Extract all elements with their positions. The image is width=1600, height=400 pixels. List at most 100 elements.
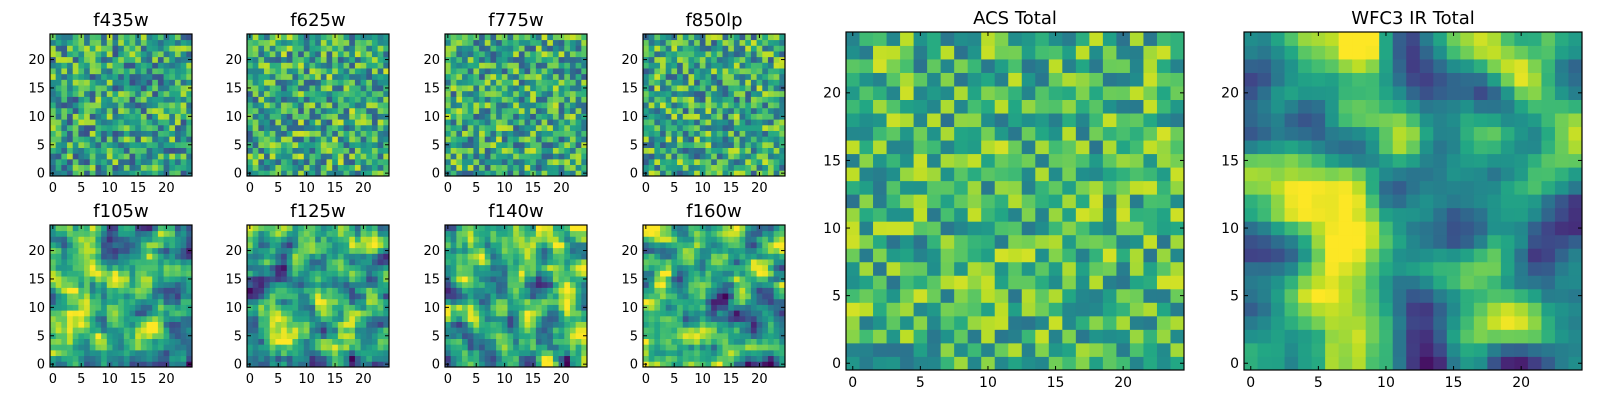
heatmap-cell — [501, 79, 508, 86]
heatmap-cell — [377, 124, 384, 131]
heatmap-cell — [756, 310, 763, 317]
heatmap-cell — [281, 130, 288, 137]
heatmap-cell — [61, 355, 68, 362]
heatmap-cell — [354, 62, 361, 69]
heatmap-cell — [264, 153, 271, 160]
heatmap-cell — [343, 45, 350, 52]
heatmap-cell — [78, 253, 85, 260]
heatmap-cell — [733, 327, 740, 334]
heatmap-cell — [518, 79, 525, 86]
heatmap-cell — [462, 62, 469, 69]
heatmap-cell — [547, 124, 554, 131]
heatmap-cell — [745, 344, 752, 351]
heatmap-cell — [513, 355, 520, 362]
heatmap-cell — [112, 79, 119, 86]
heatmap-cell — [169, 73, 176, 80]
heatmap-cell — [450, 158, 457, 166]
heatmap-cell — [258, 276, 265, 283]
heatmap-cell — [152, 242, 159, 249]
heatmap-cell — [55, 73, 62, 80]
heatmap-cell — [688, 39, 695, 46]
heatmap-cell — [72, 113, 79, 120]
heatmap-cell — [157, 136, 164, 143]
heatmap-cell — [281, 113, 288, 120]
heatmap-cell — [281, 141, 288, 148]
heatmap-cell — [750, 344, 757, 351]
heatmap-cell — [123, 68, 130, 75]
heatmap-cell — [547, 225, 554, 232]
heatmap-cell — [383, 79, 390, 86]
heatmap-cell — [123, 158, 130, 166]
heatmap-cell — [101, 141, 108, 148]
heatmap-cell — [366, 361, 373, 368]
heatmap-cell — [733, 355, 740, 362]
heatmap-cell — [349, 355, 356, 362]
heatmap-cell — [484, 361, 491, 368]
heatmap-cell — [135, 79, 142, 86]
heatmap-cell — [496, 164, 503, 171]
heatmap-cell — [135, 90, 142, 97]
heatmap-cell — [462, 164, 469, 171]
heatmap-cell — [462, 85, 469, 92]
heatmap-cell — [473, 62, 480, 69]
heatmap-cell — [682, 85, 689, 92]
heatmap-cell — [569, 236, 577, 243]
heatmap-cell — [258, 270, 265, 277]
heatmap-cell — [315, 321, 322, 328]
heatmap-cell — [518, 332, 525, 339]
heatmap-cell — [152, 281, 159, 288]
heatmap-cell — [377, 355, 384, 362]
heatmap-cell — [699, 102, 706, 109]
heatmap-cell — [354, 79, 361, 86]
heatmap-cell — [78, 247, 85, 254]
heatmap-cell — [89, 332, 96, 339]
heatmap-cell — [303, 85, 310, 92]
heatmap-cell — [722, 361, 729, 368]
heatmap-cell — [654, 79, 661, 86]
heatmap-cell — [89, 293, 96, 300]
heatmap-cell — [739, 96, 746, 103]
heatmap-cell — [349, 304, 356, 311]
x-tick-label: 0 — [642, 181, 650, 196]
heatmap-cell — [490, 281, 497, 288]
heatmap-cell — [383, 164, 390, 171]
heatmap-cell — [484, 85, 491, 92]
heatmap-cell — [366, 130, 373, 137]
heatmap-cell — [112, 51, 119, 58]
heatmap-cell — [309, 119, 316, 126]
heatmap-cell — [462, 130, 469, 137]
heatmap-cell — [501, 107, 508, 114]
heatmap-cell — [479, 79, 486, 86]
heatmap-cell — [101, 164, 108, 171]
heatmap-cell — [72, 153, 79, 160]
heatmap-cell — [186, 287, 193, 294]
heatmap-cell — [552, 281, 559, 288]
heatmap-cell — [343, 281, 350, 288]
heatmap-cell — [581, 39, 588, 46]
heatmap-cell — [762, 158, 769, 166]
heatmap-cell — [101, 45, 108, 52]
heatmap-cell — [496, 62, 503, 69]
heatmap-cell — [660, 39, 667, 46]
axes-frame — [49, 224, 193, 368]
heatmap-cell — [750, 327, 757, 334]
heatmap-cell — [298, 56, 305, 63]
heatmap-cell — [89, 304, 96, 311]
heatmap-cell — [50, 147, 57, 154]
heatmap-cell — [275, 39, 282, 46]
heatmap-cell — [467, 253, 474, 260]
heatmap-cell — [354, 327, 361, 334]
heatmap-cell — [677, 332, 684, 339]
heatmap-cell — [739, 45, 746, 52]
heatmap-cell — [767, 355, 775, 362]
heatmap-cell — [332, 349, 339, 357]
heatmap-cell — [95, 158, 102, 166]
heatmap-cell — [745, 79, 752, 86]
heatmap-cell — [101, 124, 108, 131]
heatmap-cell — [118, 281, 125, 288]
heatmap-cell — [354, 136, 361, 143]
heatmap-cell — [541, 119, 548, 126]
heatmap-cell — [286, 230, 293, 237]
heatmap-cell — [547, 281, 554, 288]
heatmap-cell — [648, 147, 655, 154]
